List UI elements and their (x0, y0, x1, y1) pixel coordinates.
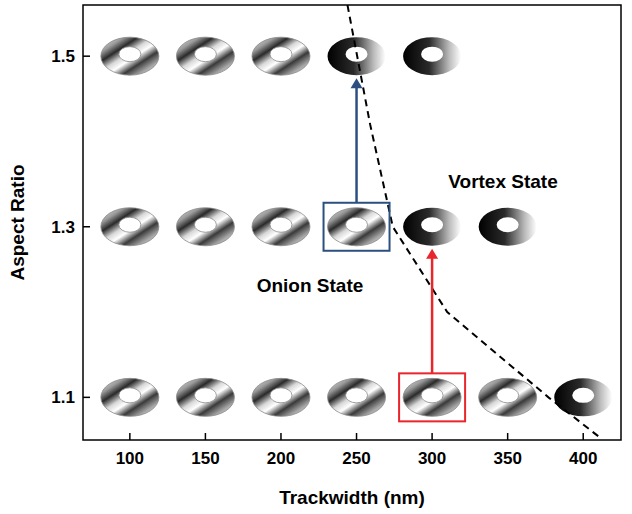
vortex-state-icon (403, 208, 461, 246)
onion-state-icon (403, 378, 461, 416)
x-tick-label: 250 (342, 449, 370, 468)
x-tick (356, 433, 358, 440)
transition-arrow (355, 87, 358, 203)
chart: 100 150 200 250 300 350 400 1.1 1.3 1.5 Trackwidth… (0, 0, 632, 514)
x-tick (582, 433, 584, 440)
onion-state-icon (252, 378, 310, 416)
onion-state-icon (328, 378, 386, 416)
arrow-head (351, 78, 363, 88)
y-tick (83, 226, 90, 228)
onion-state-icon (101, 378, 159, 416)
onion-state-icon (176, 37, 234, 75)
onion-state-icon (252, 37, 310, 75)
vortex-state-icon (479, 208, 537, 246)
y-axis-title: Aspect Ratio (7, 164, 28, 280)
state-label: Vortex State (448, 171, 557, 192)
onion-state-icon (176, 378, 234, 416)
x-tick-label: 400 (569, 449, 597, 468)
vortex-state-icon (554, 378, 612, 416)
x-tick (129, 433, 131, 440)
highlight-box (324, 203, 390, 251)
y-tick-label: 1.5 (51, 47, 75, 66)
x-tick-label: 150 (191, 449, 219, 468)
onion-state-icon (101, 37, 159, 75)
transition-arrow (431, 258, 434, 374)
x-tick (431, 433, 433, 440)
plot-area (101, 5, 612, 437)
boundary-line (347, 5, 599, 437)
x-tick (205, 433, 207, 440)
onion-state-icon (176, 208, 234, 246)
x-tick-label: 350 (493, 449, 521, 468)
state-label: Onion State (257, 275, 364, 296)
highlight-box (399, 373, 465, 421)
onion-state-icon (252, 208, 310, 246)
y-tick (83, 55, 90, 57)
vortex-state-icon (403, 37, 461, 75)
x-tick (507, 433, 509, 440)
onion-state-icon (101, 208, 159, 246)
x-tick-label: 100 (116, 449, 144, 468)
onion-state-icon (328, 208, 386, 246)
x-tick (280, 433, 282, 440)
x-axis-title: Trackwidth (nm) (279, 487, 425, 508)
arrow-head (426, 249, 438, 259)
y-tick-label: 1.3 (51, 218, 75, 237)
x-tick-label: 300 (418, 449, 446, 468)
x-tick-label: 200 (267, 449, 295, 468)
onion-state-icon (479, 378, 537, 416)
y-tick-label: 1.1 (51, 388, 75, 407)
plot-frame (83, 5, 621, 440)
y-tick (83, 397, 90, 399)
